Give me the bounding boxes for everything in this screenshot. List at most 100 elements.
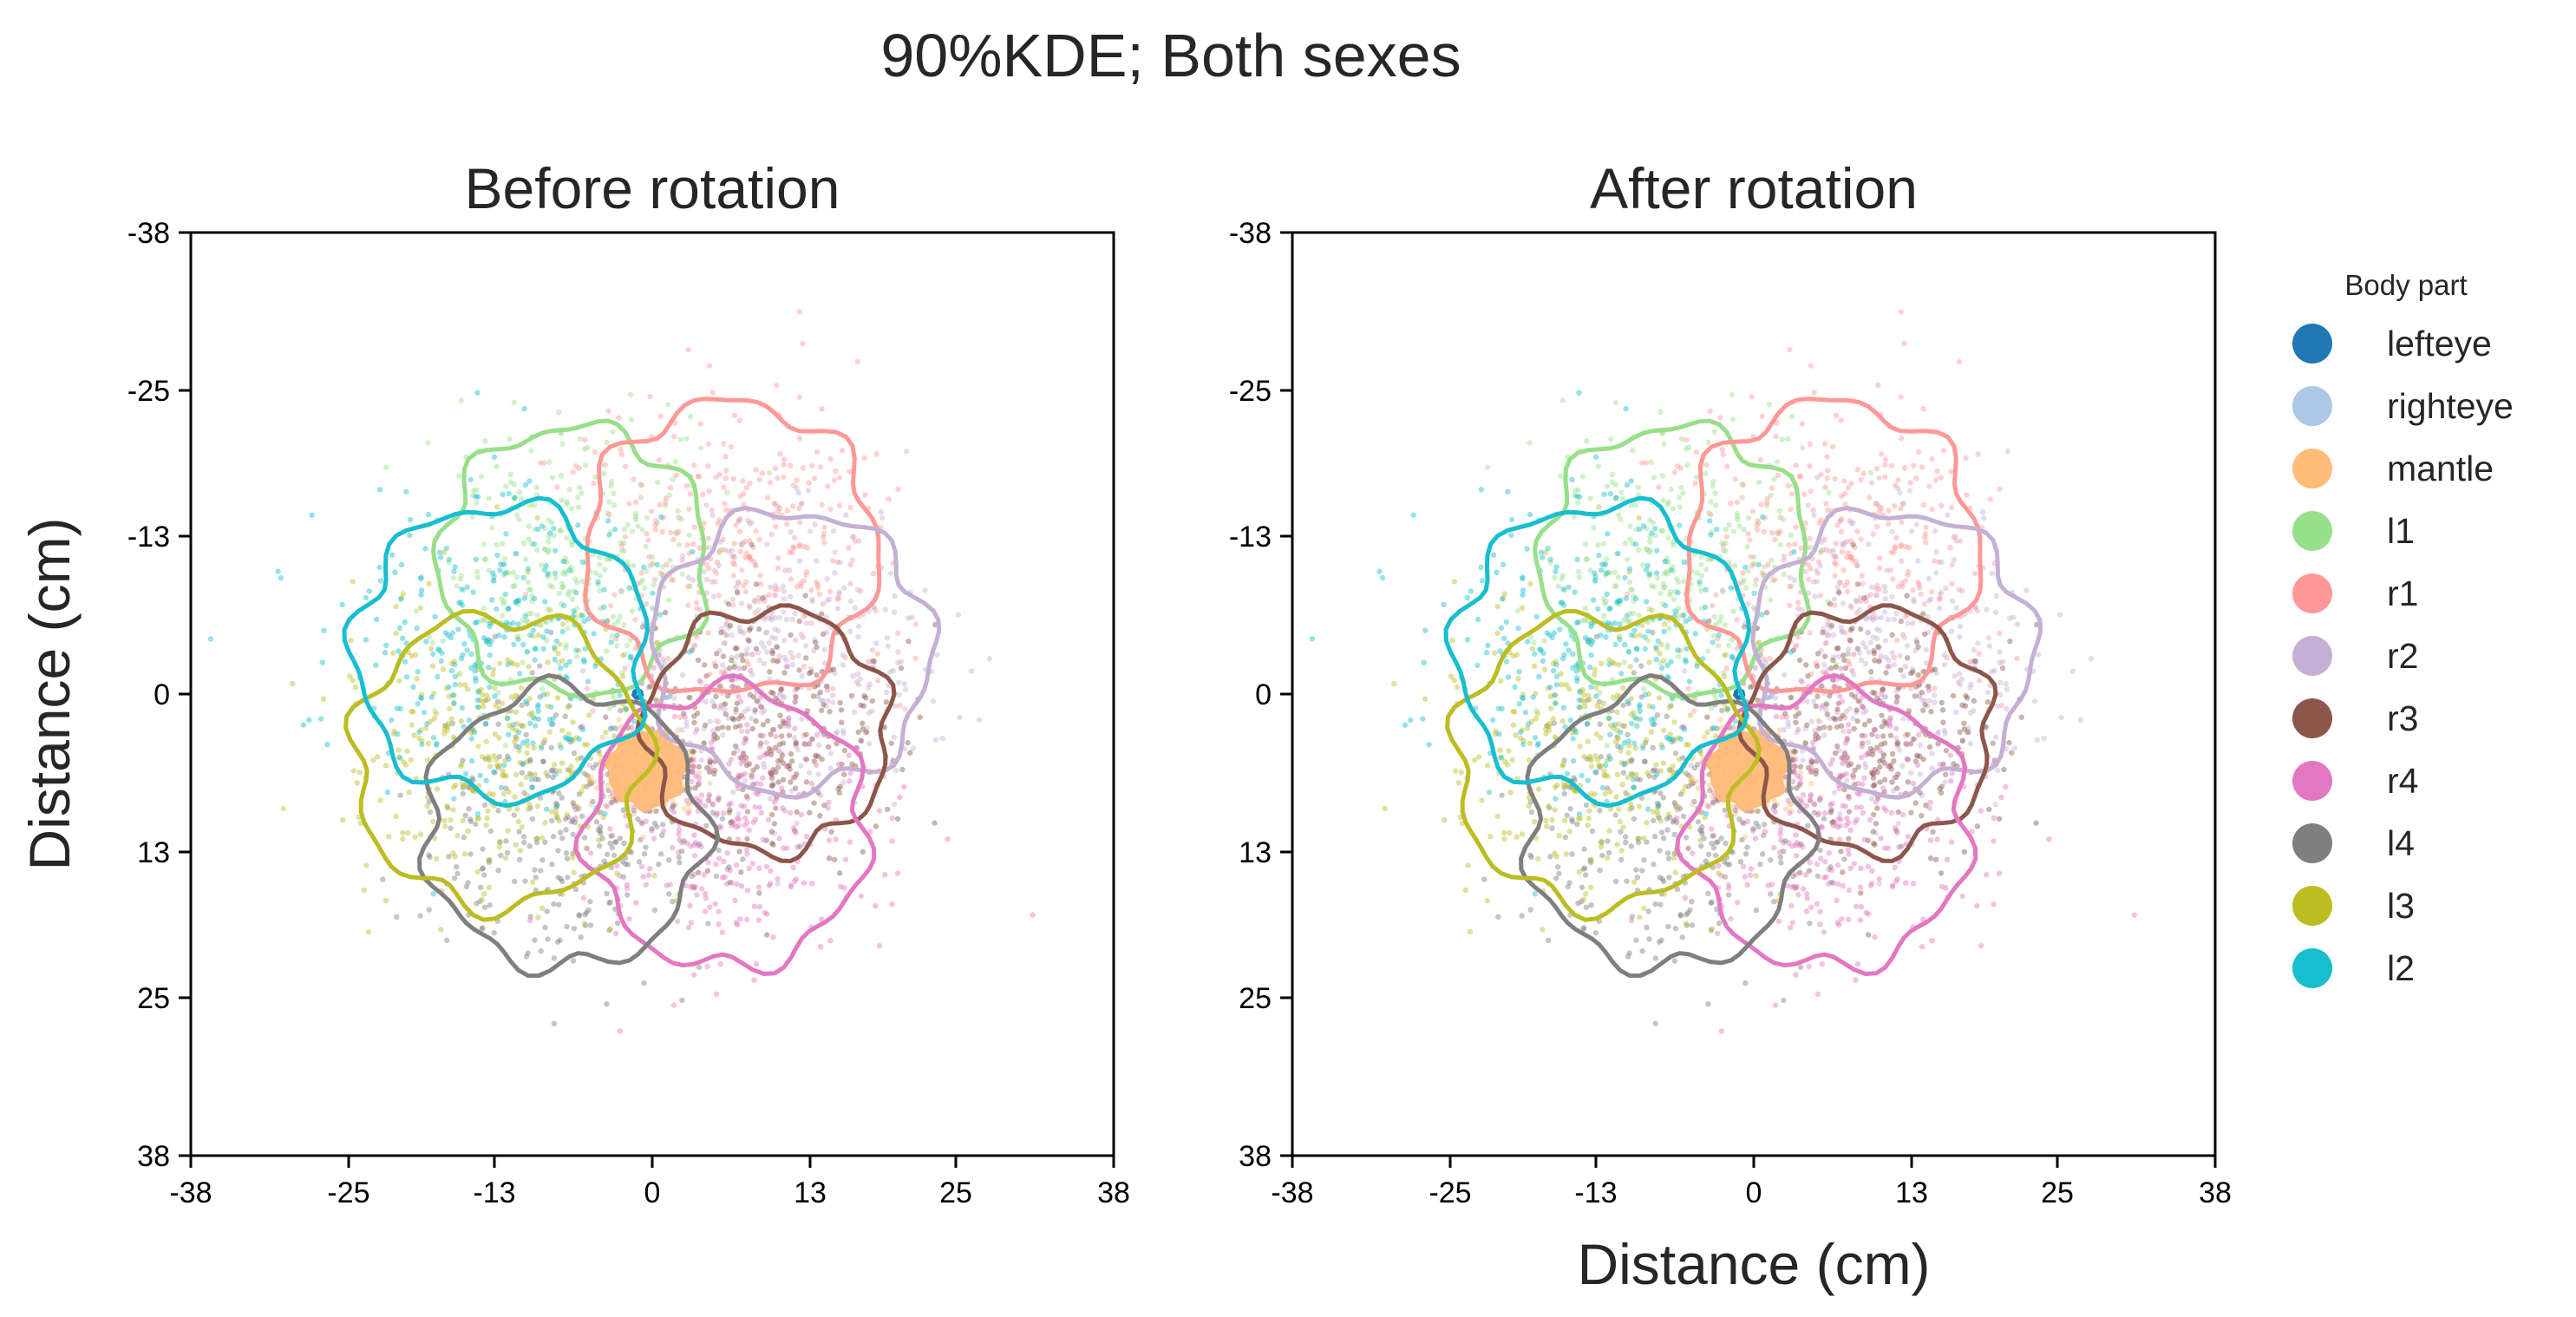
point-l1 [549,584,556,590]
point-l3 [441,817,448,823]
point-l3 [400,829,406,836]
point-r3 [748,626,754,632]
point-l3 [559,727,566,734]
point-r1 [1899,632,1906,638]
point-l4 [1807,921,1813,927]
point-r4 [750,819,756,826]
point-l1 [698,445,704,451]
point-l1 [677,436,683,442]
point-r3 [1828,807,1834,813]
point-l2 [452,661,458,668]
point-r1 [1920,406,1926,412]
point-r1 [730,560,736,566]
point-r4 [781,808,788,814]
point-l3 [474,816,481,822]
point-l1 [1721,670,1727,676]
point-l1 [474,568,481,575]
point-l1 [1575,568,1582,575]
point-l1 [577,484,583,491]
point-r3 [832,856,838,862]
point-l1 [664,402,671,408]
point-l4 [1597,764,1603,770]
point-r4 [694,726,700,733]
point-r4 [1840,760,1846,767]
point-l3 [480,698,486,704]
point-l1 [524,648,530,655]
point-r3 [898,665,905,672]
point-r4 [1795,892,1801,898]
point-l2 [524,737,530,744]
point-l4 [641,980,647,986]
point-r1 [1823,501,1829,507]
point-r1 [895,486,901,493]
point-r4 [716,823,723,829]
point-l1 [1648,459,1654,465]
point-l4 [681,838,687,844]
point-l1 [673,529,679,535]
point-r2 [830,699,836,705]
point-l1 [546,547,552,554]
point-l3 [396,747,402,753]
point-r2 [1900,501,1906,507]
point-r4 [1916,731,1922,738]
point-r1 [686,506,692,513]
point-r2 [857,676,864,682]
point-l1 [1660,585,1667,591]
point-r3 [741,665,748,672]
point-r3 [860,849,866,855]
point-l1 [672,459,679,465]
point-l2 [521,595,528,601]
point-l1 [1624,556,1631,562]
point-l4 [465,880,471,886]
point-r3 [722,701,729,707]
point-l2 [464,647,470,653]
point-r2 [692,642,698,648]
point-l3 [461,851,467,857]
point-r2 [1895,485,1901,491]
point-r4 [1894,694,1900,700]
point-r2 [1749,563,1755,569]
point-r1 [731,561,737,567]
point-r1 [1928,588,1935,595]
point-r3 [1879,724,1885,730]
point-r4 [608,800,614,806]
point-r2 [814,692,821,698]
point-r2 [1900,673,1906,679]
point-r2 [772,501,778,507]
point-l4 [1641,758,1648,764]
point-r3 [809,736,815,743]
point-r4 [1920,916,1926,922]
point-r4 [1750,828,1756,834]
point-r1 [1825,507,1831,513]
point-r2 [1908,528,1915,534]
point-mantle [1797,770,1804,776]
point-r1 [1901,465,1908,471]
point-r4 [526,917,533,924]
point-r4 [640,874,646,880]
point-r1 [714,559,721,565]
point-r4 [768,868,774,875]
point-r1 [1859,573,1865,579]
point-r2 [1943,585,1949,592]
point-r2 [885,643,892,649]
point-r3 [1880,757,1886,763]
point-r4 [762,909,768,916]
point-l1 [1633,526,1639,533]
point-l3 [486,753,492,760]
point-r1 [646,554,652,560]
point-l3 [445,720,451,727]
point-r3 [1904,593,1910,599]
point-r1 [632,617,638,623]
point-r3 [1894,741,1900,747]
point-l3 [586,778,593,784]
point-r1 [1848,554,1854,560]
point-l3 [406,790,412,796]
point-r2 [1970,658,1976,665]
point-r4 [945,836,951,842]
point-l4 [1726,892,1732,898]
point-l1 [1660,600,1666,607]
point-r3 [1871,840,1877,847]
point-l3 [554,695,561,701]
point-l2 [627,654,634,661]
point-r3 [713,663,719,669]
